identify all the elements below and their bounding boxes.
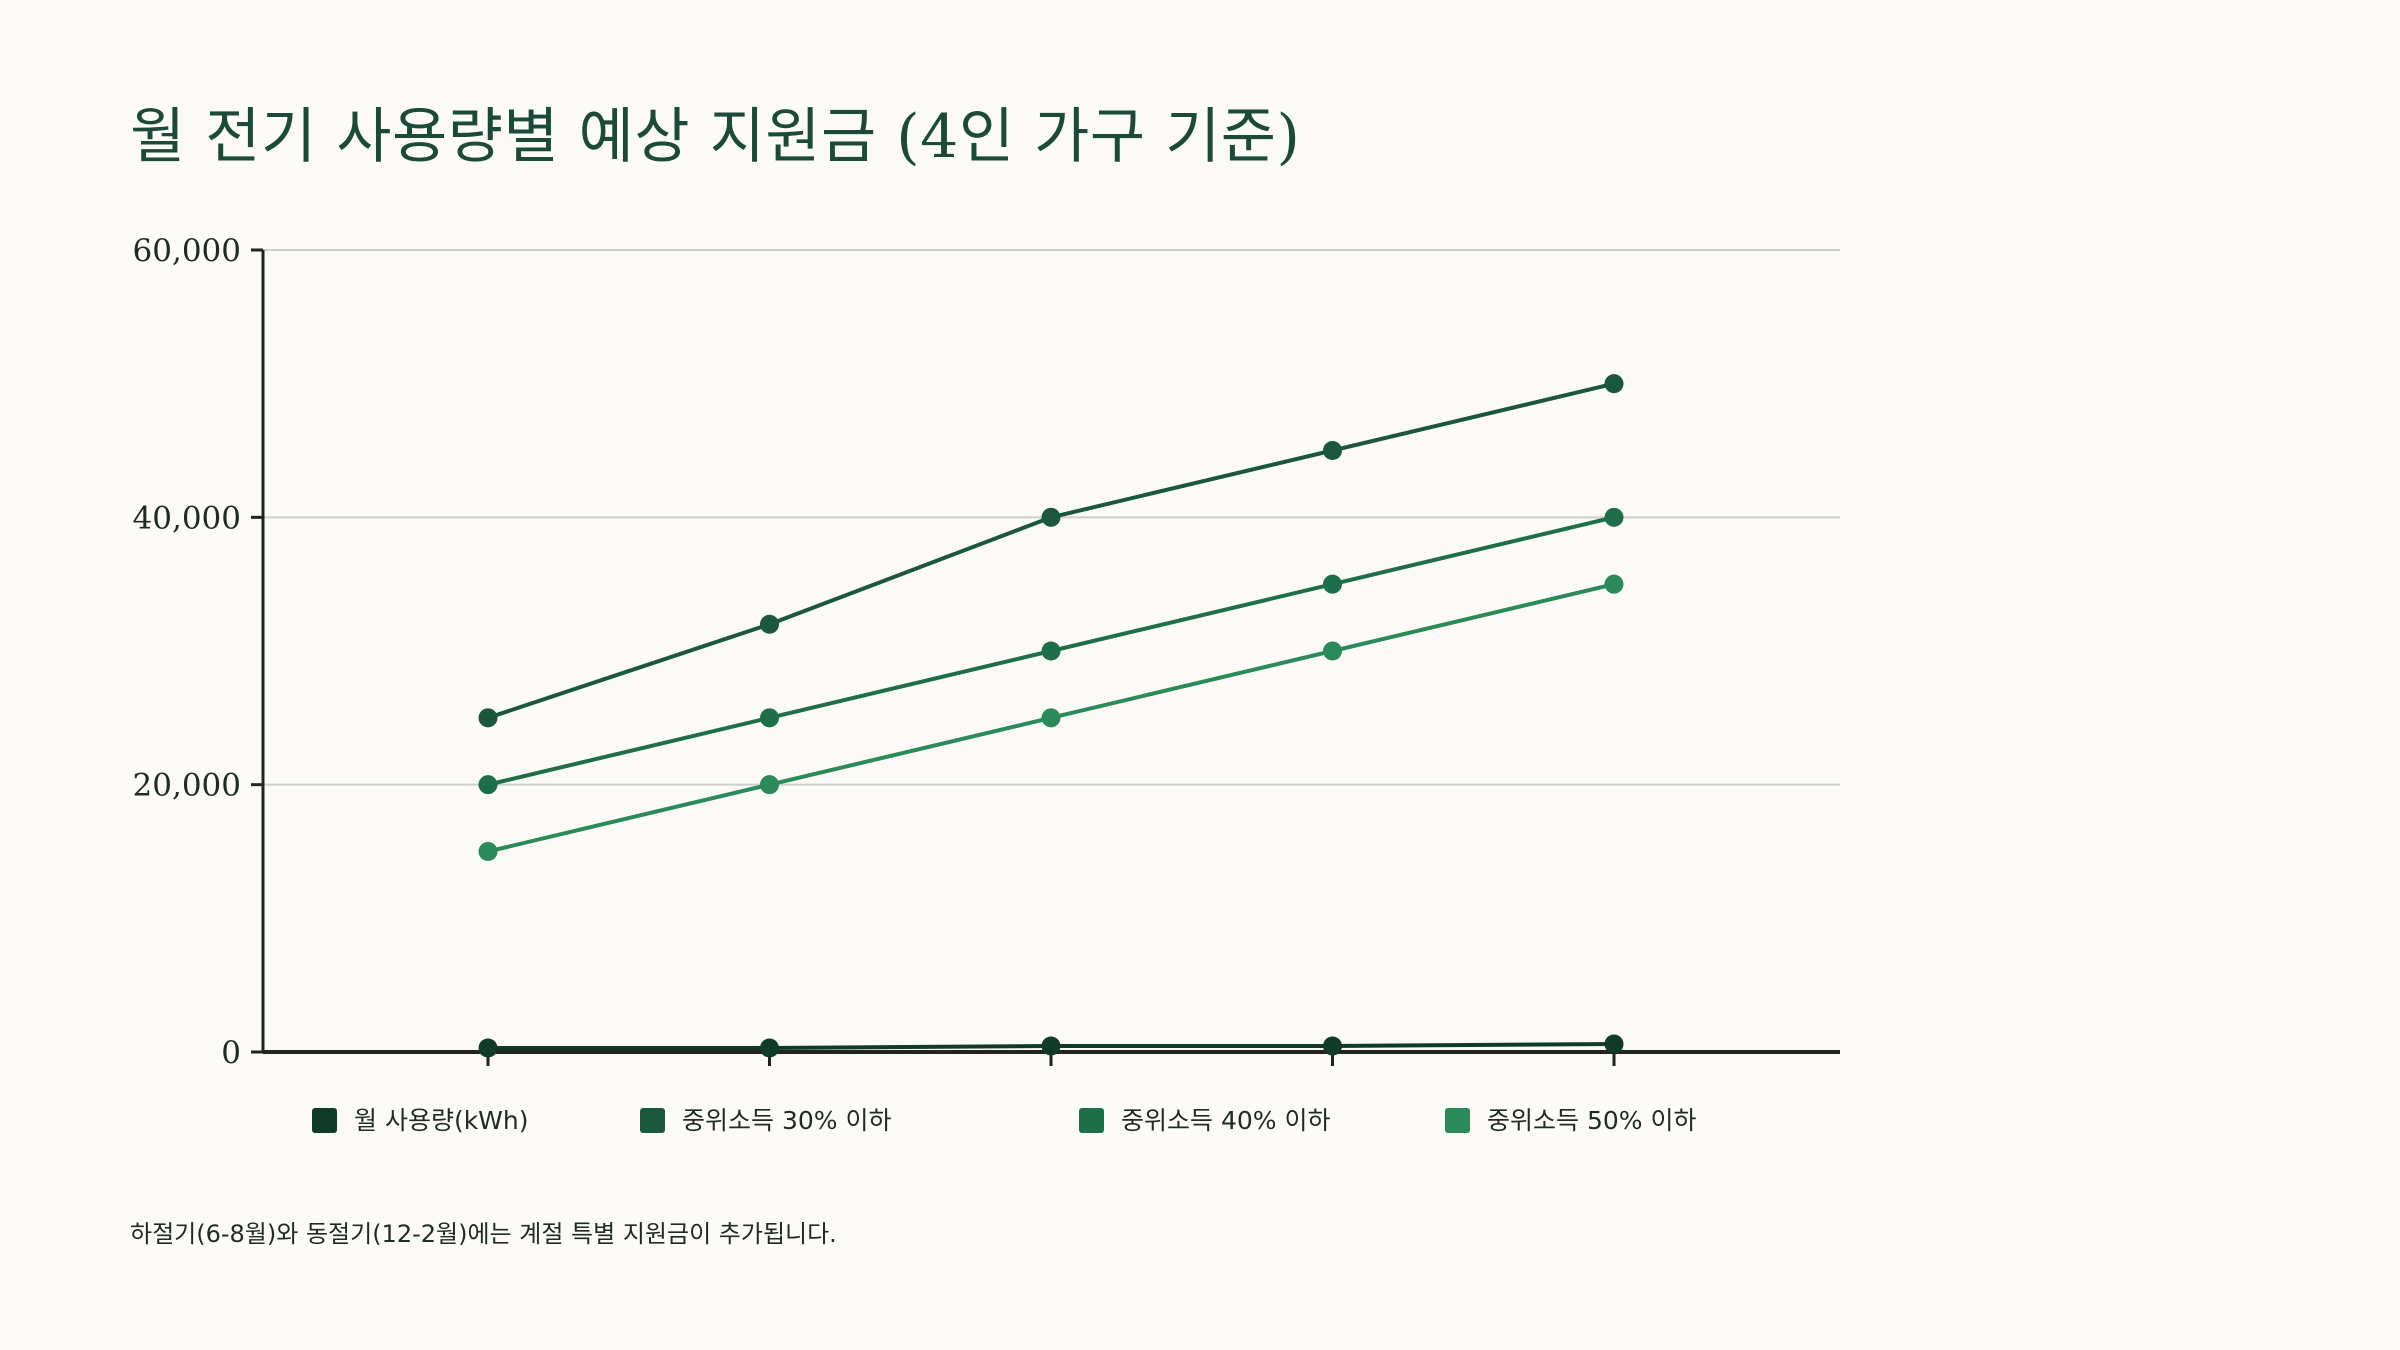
legend-item: 중위소득 50% 이하 — [1445, 1106, 1696, 1135]
series-group — [478, 507, 1624, 795]
data-point — [1041, 1036, 1061, 1056]
data-point — [760, 1038, 779, 1058]
y-tick-label: 60,000 — [133, 233, 241, 269]
legend-label: 중위소득 40% 이하 — [1121, 1106, 1330, 1135]
legend-swatch — [1079, 1108, 1104, 1133]
data-point — [478, 775, 498, 795]
data-point — [760, 614, 779, 634]
data-point — [1041, 507, 1061, 527]
legend-swatch — [1445, 1108, 1470, 1133]
data-point — [1041, 708, 1061, 728]
legend: 월 사용량(kWh) 중위소득 30% 이하 중위소득 40% 이하 중위소득 50%… — [312, 1106, 1696, 1135]
series-group — [478, 574, 1624, 861]
data-point — [478, 708, 498, 728]
y-tick-label: 40,000 — [133, 500, 241, 536]
data-point — [1604, 507, 1624, 527]
y-tick-label: 20,000 — [133, 768, 241, 804]
legend-label: 월 사용량(kWh) — [354, 1106, 529, 1135]
data-point — [1323, 1036, 1342, 1056]
series — [478, 374, 1624, 1058]
y-tick-label: 0 — [221, 1035, 241, 1071]
data-point — [1604, 574, 1624, 594]
data-point — [760, 708, 779, 728]
series-group — [478, 1034, 1624, 1058]
data-point — [478, 1038, 498, 1058]
data-point — [478, 842, 498, 861]
legend-swatch — [640, 1108, 665, 1133]
data-point — [760, 775, 779, 795]
legend-item: 중위소득 40% 이하 — [1079, 1106, 1330, 1135]
footnote: 하절기(6-8월)와 동절기(12-2월)에는 계절 특별 지원금이 추가됩니다… — [130, 1220, 837, 1248]
legend-label: 중위소득 30% 이하 — [682, 1106, 891, 1135]
legend-item: 월 사용량(kWh) — [312, 1106, 529, 1135]
data-point — [1323, 574, 1342, 594]
chart-title: 월 전기 사용량별 예상 지원금 (4인 가구 기준) — [130, 102, 1301, 172]
series-group — [478, 374, 1624, 728]
data-point — [1604, 1034, 1624, 1054]
data-point — [1323, 441, 1342, 460]
data-point — [1604, 374, 1624, 394]
y-ticks: 0 20,000 40,000 60,000 — [133, 233, 263, 1071]
data-point — [1041, 641, 1061, 661]
legend-item: 중위소득 30% 이하 — [640, 1106, 891, 1135]
data-point — [1323, 641, 1342, 661]
series-line — [487, 381, 1615, 720]
legend-swatch — [312, 1108, 337, 1133]
legend-label: 중위소득 50% 이하 — [1487, 1106, 1696, 1135]
